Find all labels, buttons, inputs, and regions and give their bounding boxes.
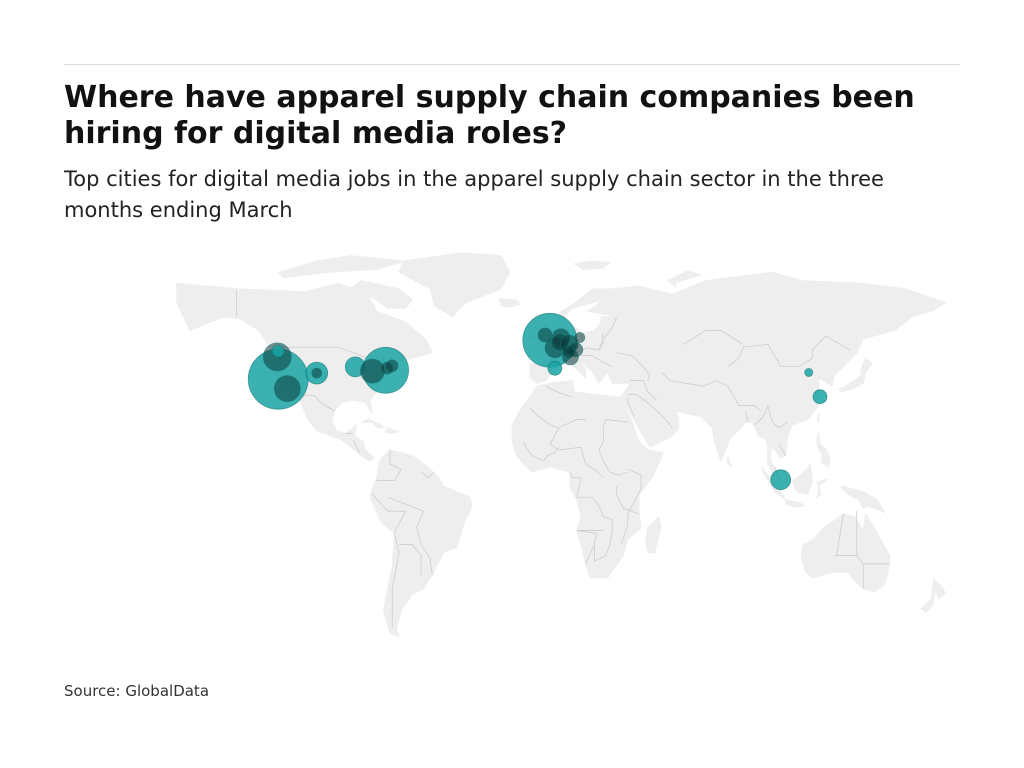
land-new-guinea <box>840 485 886 514</box>
country-border <box>778 444 786 456</box>
country-border <box>545 385 573 398</box>
land-sulawesi <box>815 478 829 501</box>
source-note: Source: GlobalData <box>64 682 210 700</box>
country-border <box>345 432 353 435</box>
country-border <box>620 469 642 545</box>
land-japan <box>838 357 873 393</box>
city-bubble <box>804 368 814 377</box>
country-border <box>616 352 651 381</box>
city-bubble <box>273 375 301 403</box>
land-madagascar <box>645 515 662 554</box>
country-border <box>627 397 635 417</box>
country-border <box>754 404 788 429</box>
city-bubble <box>770 469 792 491</box>
country-border <box>660 371 762 412</box>
country-border <box>387 496 433 576</box>
country-border <box>630 380 657 401</box>
city-bubble <box>562 345 576 359</box>
country-border <box>727 335 851 368</box>
land-sri-lanka <box>726 455 733 468</box>
country-border <box>420 471 435 479</box>
country-border <box>836 513 844 556</box>
land-arctic-islands <box>278 255 406 279</box>
land-novaya-zemlya <box>666 270 703 288</box>
land-africa <box>511 380 665 579</box>
land-new-zealand <box>920 578 947 614</box>
land-java <box>785 499 806 508</box>
land-svalbard <box>573 260 612 270</box>
city-bubble <box>311 367 323 379</box>
country-border <box>398 544 422 575</box>
land-cuba <box>360 418 387 429</box>
country-border <box>585 544 595 565</box>
country-border <box>745 411 749 423</box>
land-masses <box>176 252 947 637</box>
land-taiwan <box>816 412 821 424</box>
land-borneo <box>791 462 813 495</box>
country-border <box>683 330 744 345</box>
country-border <box>627 394 673 429</box>
country-border <box>371 494 407 534</box>
country-border <box>605 419 628 423</box>
chart-subtitle: Top cities for digital media jobs in the… <box>64 167 884 222</box>
country-border <box>391 533 400 628</box>
land-iceland <box>498 298 521 308</box>
city-bubble <box>812 389 828 405</box>
world-map <box>176 252 947 637</box>
country-border <box>834 555 864 589</box>
country-border <box>376 450 402 481</box>
land-philippines <box>816 431 831 468</box>
top-rule <box>64 64 960 65</box>
country-border <box>616 486 640 515</box>
city-bubble <box>359 358 385 384</box>
country-border <box>598 419 628 476</box>
city-bubbles <box>247 312 828 491</box>
country-border <box>529 408 586 429</box>
city-bubble <box>574 332 586 343</box>
country-border <box>569 472 613 562</box>
land-australia <box>800 512 891 593</box>
land-greenland <box>398 252 511 318</box>
country-border <box>598 316 618 351</box>
land-baffin <box>348 280 413 309</box>
city-bubble <box>380 361 394 375</box>
city-bubble <box>271 344 285 358</box>
city-bubble <box>547 360 563 376</box>
land-hispaniola <box>383 427 401 434</box>
country-border <box>549 427 604 479</box>
country-border <box>581 355 613 368</box>
country-border <box>522 441 560 462</box>
country-borders <box>236 290 890 628</box>
chart-title: Where have apparel supply chain companie… <box>64 80 915 151</box>
country-border <box>352 440 361 453</box>
